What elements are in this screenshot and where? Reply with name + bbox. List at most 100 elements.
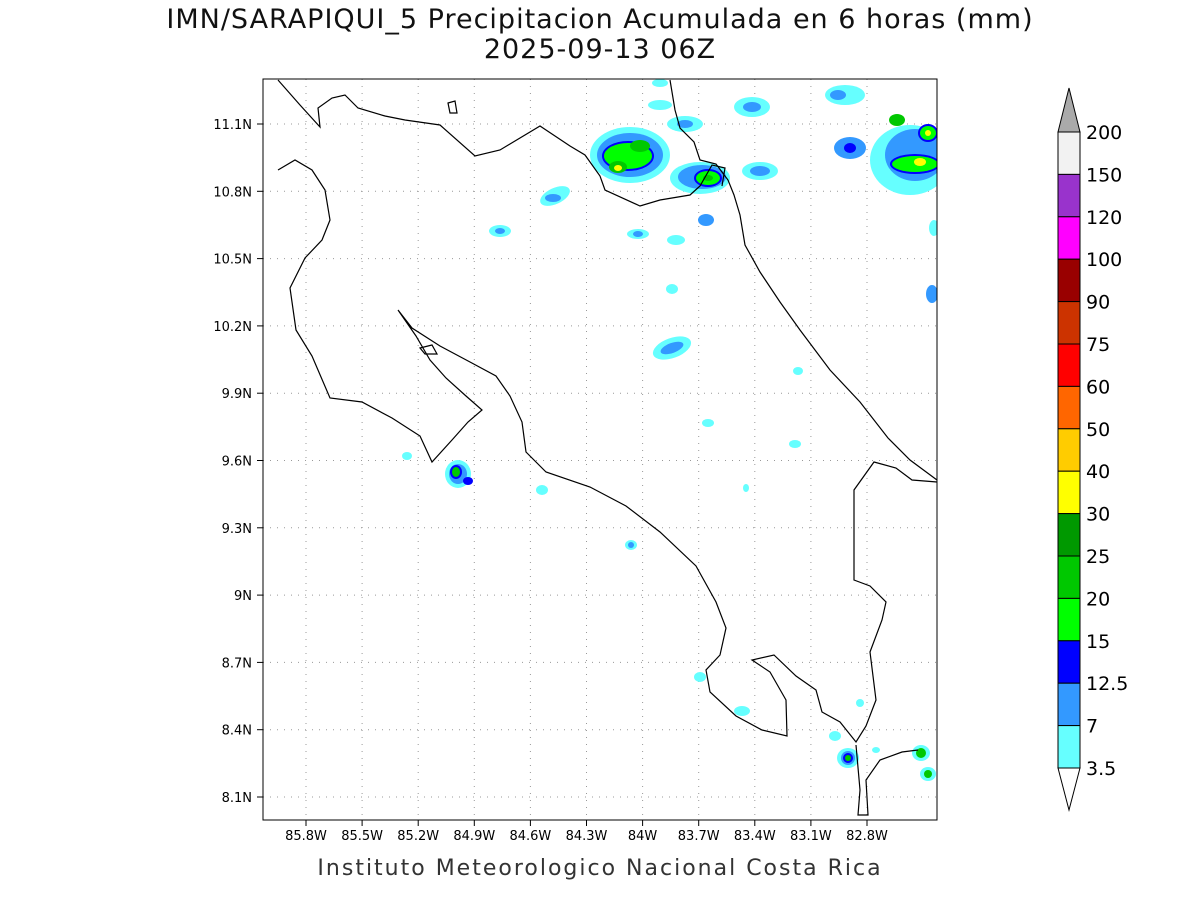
colorbar-under-arrow [1057, 767, 1081, 812]
precip-cell [856, 699, 864, 707]
lon-label: 83.1W [790, 829, 832, 844]
colorbar-swatch [1057, 301, 1081, 345]
caribbean-coast [669, 79, 937, 481]
precip-cell [445, 460, 473, 488]
colorbar-swatch [1057, 597, 1081, 642]
lon-label: 84W [628, 829, 658, 844]
precip-cell [402, 452, 412, 460]
precip-cell [916, 748, 926, 758]
precip-cells [402, 79, 937, 781]
colorbar-swatch [1057, 258, 1081, 303]
colorbar-swatch [1057, 725, 1081, 769]
colorbar-swatch [1057, 131, 1081, 175]
lon-label: 83.4W [734, 829, 776, 844]
colorbar-label: 7 [1086, 716, 1098, 738]
colorbar-swatch [1057, 470, 1081, 515]
colorbar-swatch [1057, 173, 1081, 218]
precip-cell [789, 440, 801, 448]
map-subtitle: 2025-09-13 06Z [483, 34, 717, 65]
precip-cell [844, 143, 856, 153]
lat-label: 9N [234, 589, 252, 604]
colorbar-label: 60 [1086, 376, 1110, 398]
lat-label: 9.3N [222, 522, 252, 537]
lat-label: 10.5N [213, 253, 252, 268]
precip-cell [698, 214, 714, 226]
precip-cell [667, 235, 685, 245]
map-title: IMN/SARAPIQUI_5 Precipitacion Acumulada … [166, 4, 1034, 35]
precip-cell [924, 770, 932, 778]
colorbar-swatch [1057, 343, 1081, 387]
colorbar-label: 75 [1086, 334, 1110, 356]
footer-credit: Instituto Meteorologico Nacional Costa R… [317, 856, 883, 881]
precip-cell [590, 127, 670, 183]
colorbar-swatch [1057, 216, 1081, 260]
colorbar-label: 20 [1086, 588, 1110, 610]
lon-label: 82.8W [846, 829, 888, 844]
lon-label: 84.9W [453, 829, 495, 844]
lat-label: 8.1N [222, 791, 252, 806]
precip-cell [545, 194, 561, 202]
precip-cell [870, 114, 937, 195]
precip-cell [872, 747, 880, 753]
colorbar: 200 150 120 100 90 75 60 50 40 30 25 20 15 12.5 7 3.5 [1057, 87, 1128, 812]
gridlines [263, 79, 937, 820]
lon-axis: 85.8W 85.5W 85.2W 84.9W 84.6W 84.3W 84W 83.7W 83… [285, 820, 888, 844]
lat-label: 8.7N [222, 656, 252, 671]
colorbar-label: 200 [1086, 122, 1122, 144]
precip-cell [660, 341, 684, 355]
lat-label: 11.1N [213, 118, 252, 133]
precip-cell [677, 120, 693, 128]
colorbar-swatch [1057, 555, 1081, 599]
colorbar-label: 15 [1086, 631, 1110, 653]
precip-cell [743, 484, 749, 492]
precip-cell [495, 228, 505, 234]
precip-cell [926, 285, 937, 303]
lon-label: 85.5W [341, 829, 383, 844]
lat-label: 10.8N [213, 185, 252, 200]
precip-cell [793, 367, 803, 375]
lat-label: 10.2N [213, 320, 252, 335]
precip-cell [750, 166, 770, 176]
island [418, 344, 439, 355]
lat-label: 9.6N [222, 455, 252, 470]
lake [447, 100, 458, 114]
precip-cell [628, 542, 634, 548]
precip-cell [743, 102, 761, 112]
coastlines [277, 79, 937, 816]
colorbar-swatch [1057, 428, 1081, 472]
precip-cell [633, 231, 643, 237]
precip-cell [829, 731, 841, 741]
precip-cell [648, 100, 672, 110]
colorbar-over-arrow [1057, 87, 1081, 133]
lon-label: 84.6W [509, 829, 551, 844]
colorbar-label: 30 [1086, 504, 1110, 526]
precip-cell [666, 284, 678, 294]
colorbar-swatch [1057, 640, 1081, 684]
colorbar-swatch [1057, 682, 1081, 727]
precip-cell [694, 672, 706, 682]
border-panama [855, 744, 919, 816]
lon-label: 85.8W [285, 829, 327, 844]
pacific-coast [277, 159, 937, 744]
colorbar-label: 12.5 [1086, 673, 1128, 695]
colorbar-label: 150 [1086, 164, 1122, 186]
precip-cell [652, 79, 668, 87]
colorbar-label: 25 [1086, 546, 1110, 568]
border-nicaragua [277, 79, 726, 207]
lat-label: 8.4N [222, 724, 252, 739]
precip-cell [837, 748, 859, 768]
precip-cell [734, 706, 750, 716]
precip-cell [929, 220, 937, 236]
lon-label: 85.2W [397, 829, 439, 844]
colorbar-label: 40 [1086, 461, 1110, 483]
lon-label: 83.7W [678, 829, 720, 844]
colorbar-label: 100 [1086, 249, 1122, 271]
map-frame [262, 78, 938, 821]
colorbar-label: 90 [1086, 292, 1110, 314]
lat-axis: 11.1N 10.8N 10.5N 10.2N 9.9N 9.6N 9.3N 9N 8.7N 8.… [213, 118, 263, 806]
colorbar-label: 3.5 [1086, 758, 1116, 780]
colorbar-label: 120 [1086, 207, 1122, 229]
colorbar-swatch [1057, 385, 1081, 430]
